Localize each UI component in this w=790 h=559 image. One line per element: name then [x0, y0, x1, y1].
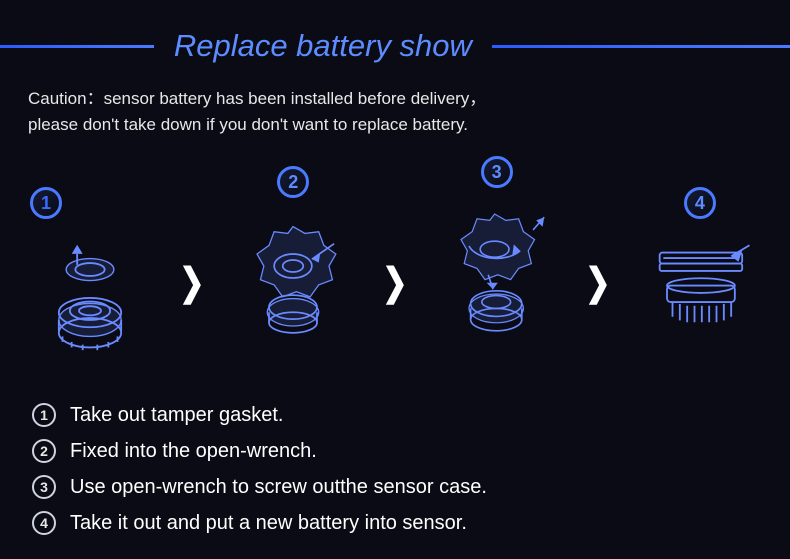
instruction-item: 2 Fixed into the open-wrench. [32, 439, 790, 463]
instruction-item: 1 Take out tamper gasket. [32, 403, 790, 427]
chevron-right-icon: ❯ [382, 220, 407, 305]
instruction-badge: 3 [32, 475, 56, 499]
page-title: Replace battery show [174, 28, 472, 64]
step-1: 1 [30, 157, 150, 367]
chevron-right-icon: ❯ [179, 220, 204, 305]
step-badge-4: 4 [684, 187, 716, 219]
chevron-right-icon: ❯ [586, 220, 611, 305]
unscrew-sensor-case-diagram-icon [437, 188, 557, 368]
instruction-badge: 2 [32, 439, 56, 463]
steps-row: 1 [0, 137, 790, 367]
caution-text: Caution：sensor battery has been installe… [0, 64, 790, 137]
step-badge-1: 1 [30, 187, 62, 219]
instruction-text: Take it out and put a new battery into s… [70, 512, 467, 535]
instruction-list: 1 Take out tamper gasket. 2 Fixed into t… [0, 367, 790, 535]
open-wrench-fit-diagram-icon [233, 198, 353, 358]
title-header: Replace battery show [0, 0, 790, 64]
caution-line-2: please don't take down if you don't want… [28, 112, 790, 138]
step-badge-2: 2 [277, 166, 309, 198]
rule-left [0, 45, 154, 48]
caution-line-1: Caution：sensor battery has been installe… [28, 86, 790, 112]
sensor-gasket-lift-diagram-icon [30, 227, 150, 367]
step-4: 4 [640, 167, 760, 357]
step-3: 3 [437, 156, 557, 368]
instruction-text: Take out tamper gasket. [70, 404, 283, 427]
instruction-text: Fixed into the open-wrench. [70, 440, 317, 463]
step-badge-3: 3 [481, 156, 513, 188]
instruction-text: Use open-wrench to screw outthe sensor c… [70, 476, 487, 499]
instruction-item: 4 Take it out and put a new battery into… [32, 511, 790, 535]
instruction-item: 3 Use open-wrench to screw outthe sensor… [32, 475, 790, 499]
instruction-badge: 1 [32, 403, 56, 427]
battery-insert-diagram-icon [640, 227, 760, 357]
instruction-badge: 4 [32, 511, 56, 535]
step-2: 2 [233, 166, 353, 358]
rule-right [492, 45, 790, 48]
